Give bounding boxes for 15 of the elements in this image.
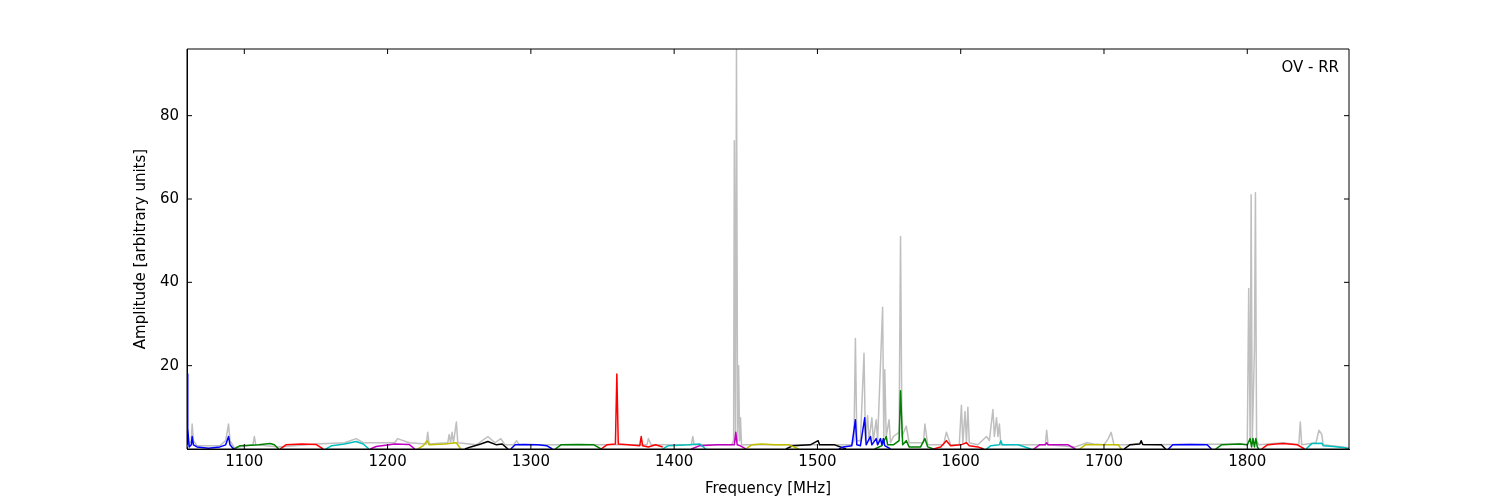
annotation: OV - RR [1281, 58, 1339, 77]
x-tick-label: 1200 [368, 451, 407, 470]
y-tick-label: 40 [159, 272, 179, 291]
x-tick-label: 1500 [798, 451, 837, 470]
y-tick-label: 20 [159, 355, 179, 374]
x-axis-title: Frequency [MHz] [704, 478, 832, 497]
x-tick-label: 1700 [1084, 451, 1124, 470]
x-tick-label: 1600 [941, 451, 980, 470]
x-tick-label: 1400 [655, 451, 694, 470]
x-tick-label: 1300 [511, 451, 550, 470]
x-tick-label: 1800 [1228, 451, 1267, 470]
y-tick-label: 60 [159, 188, 179, 207]
y-axis-title: Amplitude [arbitrary units] [130, 148, 149, 350]
y-tick-label: 80 [159, 105, 179, 124]
x-tick-label: 1100 [225, 451, 264, 470]
